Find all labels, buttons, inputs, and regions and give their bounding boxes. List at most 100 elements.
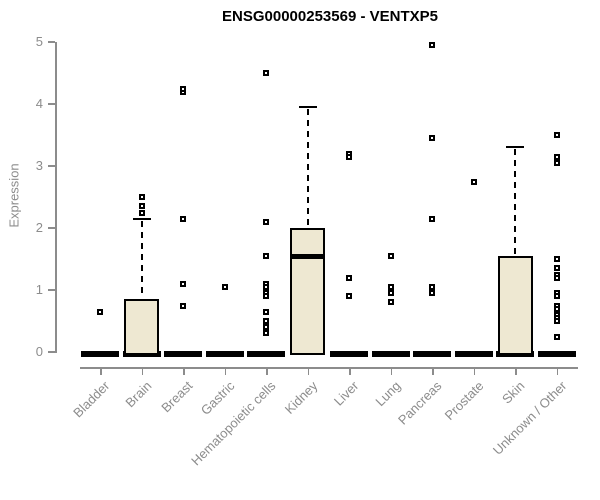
outlier-point bbox=[429, 135, 435, 142]
outlier-point bbox=[180, 302, 186, 309]
outlier-point bbox=[346, 293, 352, 300]
y-tick-label: 0 bbox=[35, 344, 43, 359]
outlier-point bbox=[387, 252, 394, 259]
outlier-point bbox=[263, 293, 269, 300]
outlier-point bbox=[470, 178, 477, 185]
outlier-point bbox=[221, 283, 228, 290]
whisker-cap bbox=[298, 106, 317, 109]
x-tick-label: Kidney bbox=[281, 378, 320, 417]
box-rect bbox=[124, 299, 159, 355]
outlier-point bbox=[387, 290, 394, 297]
y-tick-label: 3 bbox=[35, 158, 43, 173]
outlier-point bbox=[263, 70, 269, 76]
y-tick bbox=[48, 103, 55, 105]
x-tick bbox=[432, 367, 434, 375]
x-tick-label: Lung bbox=[371, 378, 403, 410]
x-tick bbox=[307, 367, 309, 375]
whisker-line bbox=[140, 220, 143, 298]
x-tick bbox=[266, 367, 268, 375]
zero-median-bar bbox=[537, 351, 576, 357]
chart-title: ENSG00000253569 - VENTXP5 bbox=[222, 8, 438, 25]
x-tick bbox=[390, 367, 392, 375]
zero-median-bar bbox=[205, 351, 244, 357]
whisker-cap bbox=[132, 217, 151, 220]
x-tick bbox=[141, 367, 143, 375]
whisker-cap bbox=[506, 146, 524, 149]
x-tick-label: Liver bbox=[330, 378, 362, 409]
outlier-point bbox=[553, 333, 560, 340]
outlier-point bbox=[553, 132, 560, 138]
x-tick-label: Skin bbox=[498, 378, 528, 407]
x-tick-label: Unknown / Other bbox=[489, 378, 569, 458]
outlier-point bbox=[387, 283, 394, 290]
median-line bbox=[290, 253, 325, 259]
outlier-point bbox=[180, 280, 186, 287]
outlier-point bbox=[97, 308, 103, 315]
zero-median-bar bbox=[454, 351, 493, 357]
x-tick bbox=[183, 367, 185, 375]
outlier-point bbox=[263, 283, 269, 290]
zero-median-bar bbox=[371, 351, 410, 357]
outlier-point bbox=[553, 305, 560, 312]
x-tick-label: Prostate bbox=[441, 378, 486, 423]
outlier-point bbox=[263, 324, 269, 331]
x-tick bbox=[349, 367, 351, 375]
whisker-line bbox=[306, 109, 309, 226]
y-tick-label: 1 bbox=[35, 282, 43, 297]
outlier-point bbox=[553, 153, 560, 160]
x-tick bbox=[515, 367, 517, 375]
y-tick bbox=[48, 351, 55, 353]
outlier-point bbox=[346, 153, 352, 160]
outlier-point bbox=[553, 256, 560, 262]
outlier-point bbox=[553, 318, 560, 324]
outlier-point bbox=[553, 293, 560, 300]
outlier-point bbox=[553, 274, 560, 281]
outlier-point bbox=[553, 265, 560, 272]
outlier-point bbox=[553, 159, 560, 166]
outlier-point bbox=[263, 308, 269, 315]
zero-median-bar bbox=[247, 351, 285, 357]
zero-median-bar bbox=[164, 351, 202, 357]
whisker-line bbox=[514, 149, 516, 254]
x-axis-line bbox=[80, 367, 578, 369]
y-axis-line bbox=[55, 42, 57, 353]
outlier-point bbox=[263, 252, 269, 259]
zero-median-bar bbox=[413, 351, 451, 357]
zero-median-bar bbox=[81, 351, 119, 357]
box-rect bbox=[497, 255, 533, 355]
outlier-point bbox=[429, 215, 435, 222]
outlier-point bbox=[180, 85, 186, 92]
y-tick-label: 2 bbox=[35, 220, 43, 235]
x-tick-label: Breast bbox=[158, 378, 196, 416]
outlier-point bbox=[138, 203, 145, 210]
y-axis-label: Expression bbox=[6, 163, 22, 228]
box-rect bbox=[290, 228, 325, 355]
outlier-point bbox=[263, 218, 269, 225]
outlier-point bbox=[263, 330, 269, 337]
outlier-point bbox=[180, 215, 186, 222]
outlier-point bbox=[387, 299, 394, 306]
y-tick bbox=[48, 227, 55, 229]
y-tick-label: 5 bbox=[35, 34, 43, 49]
outlier-point bbox=[429, 283, 435, 290]
x-tick-label: Gastric bbox=[197, 378, 237, 418]
outlier-point bbox=[429, 42, 435, 49]
y-tick-label: 4 bbox=[35, 96, 43, 111]
x-tick bbox=[224, 367, 226, 375]
outlier-point bbox=[346, 274, 352, 281]
x-tick bbox=[473, 367, 475, 375]
outlier-point bbox=[429, 290, 435, 297]
x-tick bbox=[556, 367, 558, 375]
x-tick-label: Pancreas bbox=[395, 378, 445, 428]
outlier-point bbox=[138, 209, 145, 216]
x-tick-label: Bladder bbox=[70, 378, 113, 421]
x-tick-label: Brain bbox=[121, 378, 154, 411]
outlier-point bbox=[138, 194, 145, 200]
y-tick bbox=[48, 289, 55, 291]
y-tick bbox=[48, 41, 55, 43]
x-tick bbox=[100, 367, 102, 375]
y-tick bbox=[48, 165, 55, 167]
outlier-point bbox=[263, 318, 269, 324]
zero-median-bar bbox=[330, 351, 368, 357]
